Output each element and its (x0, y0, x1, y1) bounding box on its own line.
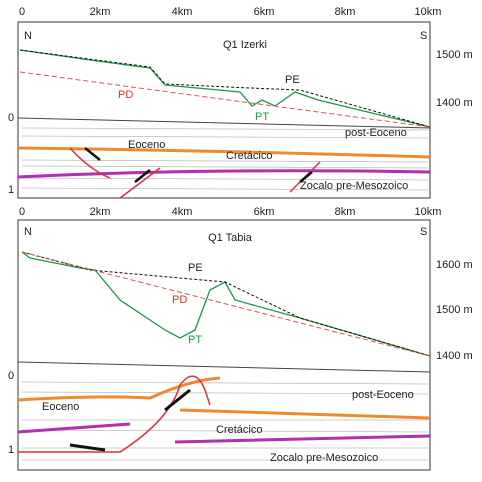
unit-label: post-Eoceno (352, 389, 414, 401)
elevation-tick: 1600 m (436, 259, 473, 271)
unit-label: Zocalo pre-Mesozoico (300, 180, 408, 192)
surface-label: PE (188, 262, 203, 274)
distance-tick: 0 (19, 206, 25, 218)
distance-tick: 8km (335, 206, 356, 218)
south: S (420, 30, 427, 42)
unit-label: Zocalo pre-Mesozoico (270, 452, 378, 464)
surface-label: PD (172, 294, 187, 306)
surface-label: PE (285, 74, 300, 86)
unit-label: Eoceno (128, 139, 165, 151)
surface-label: PD (118, 89, 133, 101)
distance-tick: 10km (415, 6, 442, 18)
pe-line (20, 50, 430, 127)
elevation-tick: 1500 m (436, 304, 473, 316)
north: N (24, 226, 32, 238)
depth-tick: 1 (8, 184, 14, 196)
panel-title: Q1 Izerki (223, 39, 267, 51)
elevation-tick: 1500 m (436, 49, 473, 61)
distance-tick: 10km (415, 206, 442, 218)
surface-label: PT (255, 111, 269, 123)
elevation-tick: 1400 m (436, 97, 473, 109)
unit-label: Eoceno (42, 401, 79, 413)
panel-title: Q1 Tabia (208, 232, 253, 244)
distance-tick: 6km (254, 206, 275, 218)
pd-line (20, 72, 430, 127)
pd-line (22, 252, 430, 356)
distance-tick: 4km (172, 6, 193, 18)
depth-tick: 0 (8, 370, 14, 382)
south: S (420, 226, 427, 238)
figure: 0 2km 4km 6km 8km 10km N S Q1 Izerki 150… (0, 0, 482, 482)
eoceno-top (18, 148, 430, 157)
panel-tabia: 0 2km 4km 6km 8km 10km N S Q1 Tabia 1600… (8, 206, 473, 470)
distance-tick: 8km (335, 6, 356, 18)
pt-line (20, 50, 430, 127)
panel-izerki: 0 2km 4km 6km 8km 10km N S Q1 Izerki 150… (8, 6, 473, 198)
unit-label: post-Eoceno (345, 127, 407, 139)
distance-tick: 2km (90, 6, 111, 18)
depth-tick: 0 (8, 112, 14, 124)
cretacico-base (18, 171, 430, 177)
surface-label: PT (188, 334, 202, 346)
north: N (24, 30, 32, 42)
distance-tick: 4km (172, 206, 193, 218)
datum (18, 362, 430, 372)
distance-tick: 2km (90, 206, 111, 218)
distance-tick: 6km (254, 6, 275, 18)
elevation-tick: 1400 m (436, 350, 473, 362)
unit-label: Cretácico (216, 424, 262, 436)
depth-tick: 1 (8, 444, 14, 456)
unit-label: Cretácico (226, 150, 272, 162)
distance-tick: 0 (19, 6, 25, 18)
